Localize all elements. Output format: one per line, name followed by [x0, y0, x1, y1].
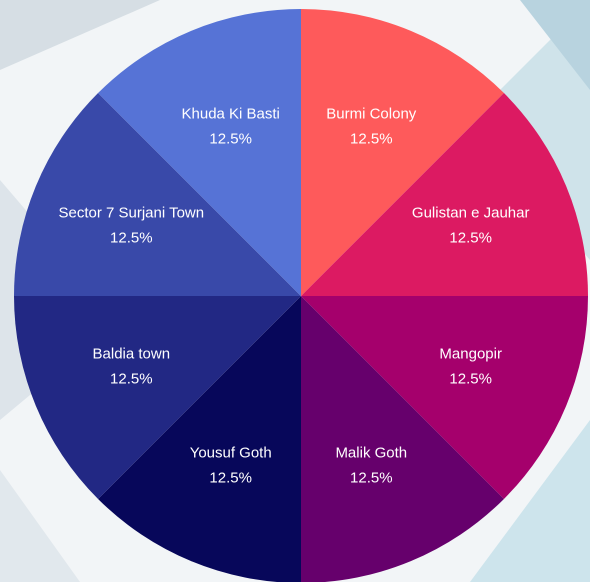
- slice-label: Yousuf Goth: [190, 445, 272, 462]
- pie-slice: [301, 296, 504, 582]
- pie-slice: [301, 9, 504, 296]
- slice-label: Sector 7 Surjani Town: [58, 205, 204, 222]
- pie-slice: [98, 9, 301, 296]
- slice-value-label: 12.5%: [350, 470, 393, 487]
- slice-value-label: 12.5%: [449, 230, 492, 247]
- slice-value-label: 12.5%: [209, 130, 252, 147]
- pie-slice: [301, 93, 588, 296]
- slice-value-label: 12.5%: [449, 370, 492, 387]
- pie: [14, 9, 588, 582]
- slice-value-label: 12.5%: [110, 230, 153, 247]
- bg-triangle: [0, 0, 160, 70]
- pie-slice: [14, 93, 301, 296]
- pie-slice: [98, 296, 301, 582]
- slice-value-label: 12.5%: [350, 130, 393, 147]
- bg-triangle: [520, 0, 590, 90]
- slice-value-label: 12.5%: [209, 470, 252, 487]
- slice-label: Baldia town: [93, 345, 171, 362]
- pie-slice: [301, 296, 588, 499]
- bg-triangle: [470, 420, 590, 582]
- slice-label: Mangopir: [439, 345, 502, 362]
- slice-value-label: 12.5%: [110, 370, 153, 387]
- slice-label: Malik Goth: [335, 445, 407, 462]
- labels: Burmi Colony 12.5% Gulistan e Jauhar 12.5% M…: [58, 105, 529, 486]
- slice-label: Khuda Ki Basti: [182, 105, 280, 122]
- slice-label: Burmi Colony: [326, 105, 417, 122]
- slice-label: Gulistan e Jauhar: [412, 205, 530, 222]
- bg-triangle: [0, 470, 80, 582]
- pie-slice: [14, 296, 301, 499]
